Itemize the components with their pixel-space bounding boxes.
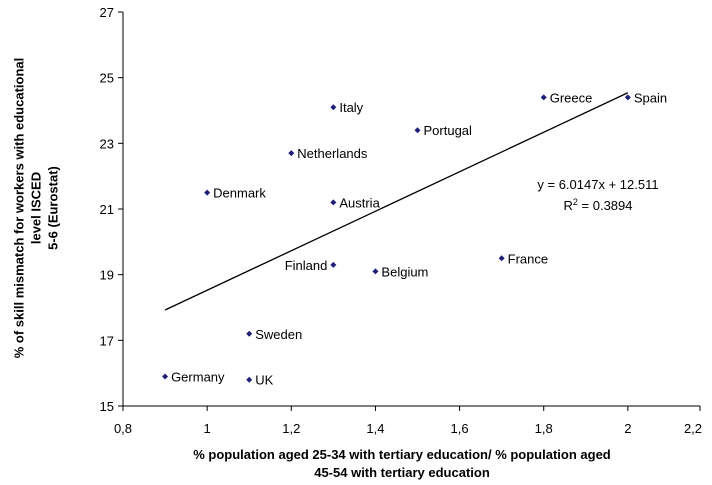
y-tick-label: 27 [100,5,114,20]
y-tick-label: 15 [100,399,114,414]
point-marker [162,373,169,380]
x-tick-label: 0,8 [114,421,132,436]
y-tick-label: 25 [100,71,114,86]
point-marker [330,261,337,268]
point-label: Italy [339,100,363,115]
point-marker [288,150,295,157]
x-tick-label: 1 [204,421,211,436]
data-point-uk: UK [246,373,274,388]
data-point-sweden: Sweden [246,327,302,342]
data-point-italy: Italy [330,100,364,115]
y-axis-title: % of skill mismatch for workers with edu… [11,58,60,359]
data-point-portugal: Portugal [414,123,473,138]
point-label: France [508,251,548,266]
data-point-belgium: Belgium [372,264,428,279]
point-marker [414,127,421,134]
data-point-greece: Greece [540,90,593,105]
data-point-germany: Germany [162,369,225,384]
x-axis-title-line-1: % population aged 25-34 with tertiary ed… [193,447,611,462]
y-tick-label: 23 [100,136,114,151]
y-axis-title-line-3: 5-6 (Eurostat) [45,166,60,250]
x-tick-label: 2,2 [684,421,702,436]
point-label: Spain [634,90,667,105]
y-tick-label: 21 [100,202,114,217]
point-label: Denmark [213,186,266,201]
point-label: UK [255,373,273,388]
x-tick-label: 1,6 [451,421,469,436]
x-tick-label: 1,4 [366,421,384,436]
point-marker [246,330,253,337]
point-label: Portugal [424,123,473,138]
point-marker [372,268,379,275]
point-marker [330,199,337,206]
point-marker [204,189,211,196]
point-label: Germany [171,369,225,384]
x-tick-label: 2 [624,421,631,436]
data-point-austria: Austria [330,195,381,210]
point-marker [540,94,547,101]
trendline-equation: y = 6.0147x + 12.511 [537,177,658,192]
data-point-netherlands: Netherlands [288,146,368,161]
y-axis-title-line-1: % of skill mismatch for workers with edu… [11,58,26,359]
x-axis-title: % population aged 25-34 with tertiary ed… [193,447,611,480]
point-label: Austria [339,195,380,210]
data-point-france: France [498,251,548,266]
x-ticks: 0,8 1 1,2 1,4 1,6 1,8 2 2,2 [114,406,702,436]
x-tick-label: 1,2 [282,421,300,436]
y-tick-label: 19 [100,268,114,283]
point-label: Netherlands [297,146,368,161]
data-point-denmark: Denmark [204,186,266,201]
data-points: Italy Greece Spain Portugal Netherlands Denma… [162,90,667,388]
x-axis-title-line-2: 45-54 with tertiary education [314,465,490,480]
r-squared-label: R2 = 0.3894 [564,197,633,213]
point-marker [330,104,337,111]
y-ticks: 15 17 19 21 23 25 27 [100,5,123,414]
point-marker [624,94,631,101]
point-label: Sweden [255,327,302,342]
point-label: Greece [550,90,593,105]
trendline [164,92,629,311]
x-tick-label: 1,8 [535,421,553,436]
data-point-finland: Finland [285,258,337,273]
point-marker [498,255,505,262]
y-tick-label: 17 [100,333,114,348]
y-axis-title-line-2: level ISCED [28,172,43,244]
point-label: Belgium [381,264,428,279]
point-marker [246,376,253,383]
data-point-spain: Spain [624,90,667,105]
point-label: Finland [285,258,328,273]
